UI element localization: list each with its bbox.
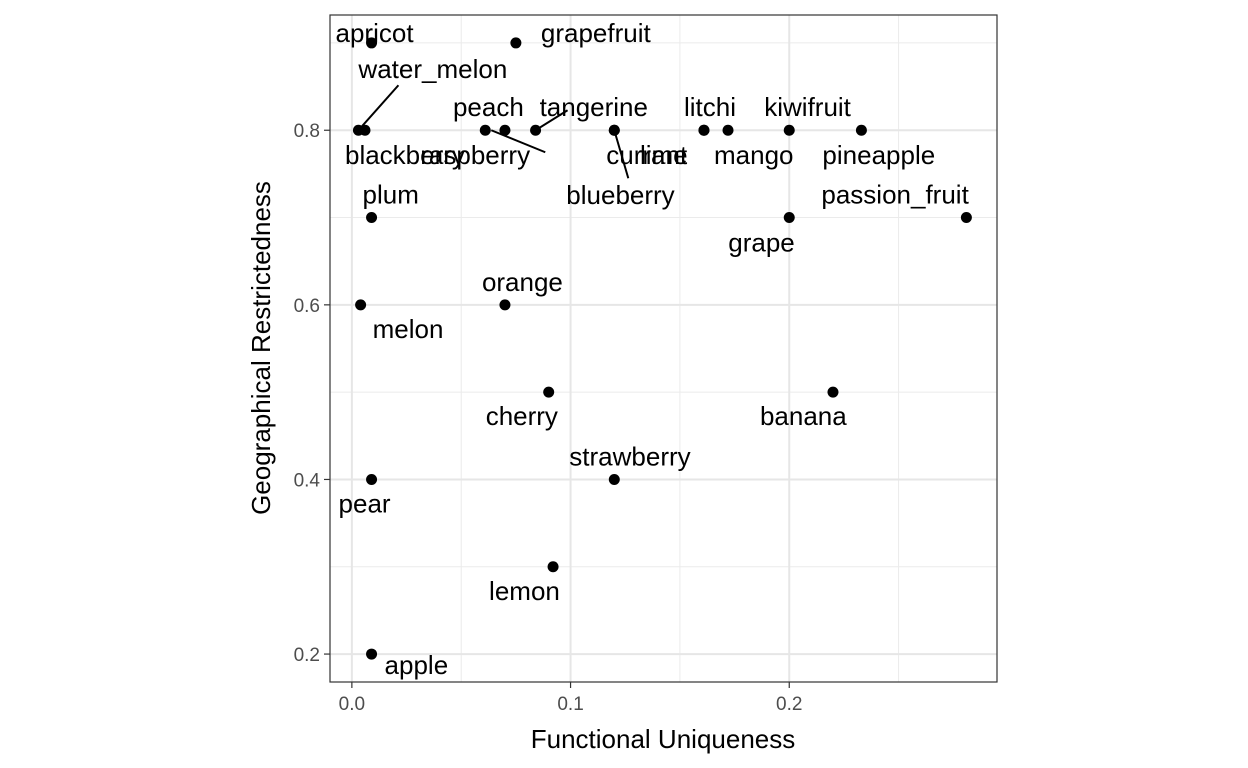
data-point [479, 124, 491, 136]
point-label: tangerine [540, 92, 648, 122]
point-label: peach [453, 92, 524, 122]
data-point [355, 299, 367, 311]
leader-line [490, 129, 546, 154]
point-labels: apricot grapefruit water_melon blackberryra… [336, 18, 970, 680]
y-tick-label: 0.6 [294, 296, 320, 317]
point-label: mango [714, 140, 794, 170]
point-label: grapefruit [541, 18, 652, 48]
point-label: blueberry [566, 180, 674, 210]
data-point [499, 124, 511, 136]
y-axis: 0.2 0.4 0.6 0.8 [294, 121, 330, 666]
point-label: pineapple [822, 140, 935, 170]
point-label: banana [760, 401, 847, 431]
point-label: litchi [684, 92, 736, 122]
data-point [608, 124, 620, 136]
major-gridlines [330, 15, 997, 682]
point-label: water_melon [357, 54, 507, 84]
data-points [352, 37, 972, 660]
point-label: plum [363, 180, 419, 210]
data-point [827, 386, 839, 398]
point-label: orange [482, 267, 563, 297]
data-point [783, 124, 795, 136]
y-tick-label: 0.2 [294, 645, 320, 666]
data-point [366, 212, 378, 224]
data-point [530, 124, 542, 136]
x-tick-label: 0.1 [557, 694, 583, 715]
leader-line [535, 109, 569, 132]
data-point [366, 37, 378, 49]
data-point [510, 37, 522, 49]
x-axis: 0.0 0.1 0.2 [339, 682, 802, 715]
point-label: raspberry [420, 140, 530, 170]
y-tick-label: 0.4 [294, 470, 321, 491]
data-point [783, 212, 795, 224]
data-point [960, 212, 972, 224]
data-point [366, 473, 378, 485]
point-label: currant [606, 140, 688, 170]
point-label: kiwifruit [764, 92, 851, 122]
point-label: blackberry [345, 140, 465, 170]
leader-line [357, 84, 400, 131]
point-label: melon [373, 314, 444, 344]
x-tick-label: 0.2 [776, 694, 802, 715]
data-point [543, 386, 555, 398]
data-point [359, 124, 371, 136]
data-point [722, 124, 734, 136]
data-point [698, 124, 710, 136]
data-point [366, 648, 378, 660]
label-leader-lines [357, 84, 630, 179]
data-point [855, 124, 867, 136]
point-label: lemon [489, 576, 560, 606]
point-label: pear [339, 488, 391, 518]
point-label: apple [385, 650, 449, 680]
point-label: grape [728, 228, 795, 258]
point-label: strawberry [569, 441, 690, 471]
data-point [608, 473, 620, 485]
point-label: passion_fruit [821, 180, 969, 210]
x-axis-title: Functional Uniqueness [531, 724, 796, 754]
point-label: cherry [486, 401, 558, 431]
data-point [499, 299, 511, 311]
minor-gridlines [330, 15, 997, 682]
y-tick-label: 0.8 [294, 121, 320, 142]
y-axis-title: Geographical Restrictedness [246, 181, 276, 515]
point-label: lime [640, 140, 688, 170]
data-point [547, 561, 559, 573]
x-tick-label: 0.0 [339, 694, 365, 715]
panel-border [329, 14, 998, 683]
panel-background [330, 15, 997, 682]
point-label: apricot [336, 18, 415, 48]
leader-line [613, 129, 630, 179]
